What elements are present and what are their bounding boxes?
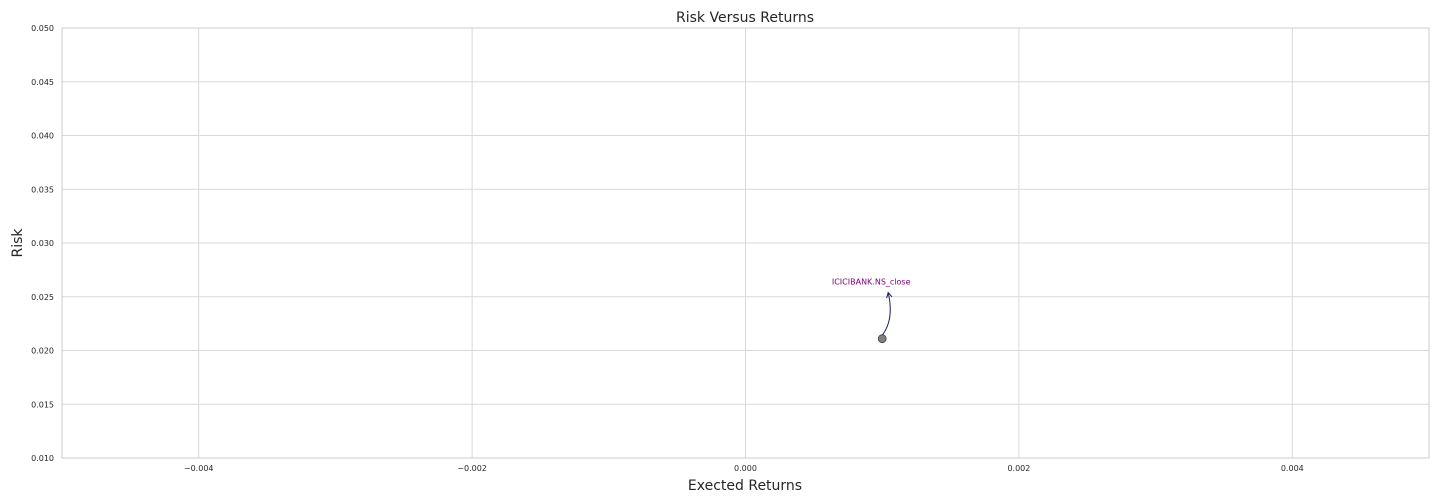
y-tick-label: 0.010	[31, 454, 54, 463]
data-points	[877, 334, 887, 344]
chart-title: Risk Versus Returns	[676, 10, 814, 26]
annotations: ICICIBANK.NS_close	[832, 278, 911, 335]
y-tick-labels: 0.010 0.015 0.020 0.025 0.030 0.035 0.040 0.045…	[31, 24, 54, 463]
x-tick-label: 0.000	[734, 464, 757, 473]
annotation-arrow	[882, 291, 893, 335]
y-tick-label: 0.015	[31, 400, 54, 409]
y-axis-label: Risk	[10, 228, 26, 258]
x-tick-label: 0.002	[1007, 464, 1030, 473]
y-tick-label: 0.020	[31, 347, 54, 356]
y-tick-label: 0.045	[31, 78, 54, 87]
y-tick-label: 0.050	[31, 24, 54, 33]
x-tick-labels: −0.004 −0.002 0.000 0.002 0.004	[184, 464, 1304, 473]
point-annotation-label: ICICIBANK.NS_close	[832, 278, 911, 287]
x-axis-label: Exected Returns	[688, 478, 802, 494]
y-tick-label: 0.025	[31, 293, 54, 302]
plot-frame	[61, 27, 1430, 459]
x-tick-label: −0.004	[184, 464, 214, 473]
x-tick-label: 0.004	[1281, 464, 1304, 473]
x-tick-label: −0.002	[457, 464, 487, 473]
scatter-point	[877, 334, 887, 344]
y-tick-label: 0.040	[31, 132, 54, 141]
y-tick-label: 0.035	[31, 185, 54, 194]
y-tick-label: 0.030	[31, 239, 54, 248]
